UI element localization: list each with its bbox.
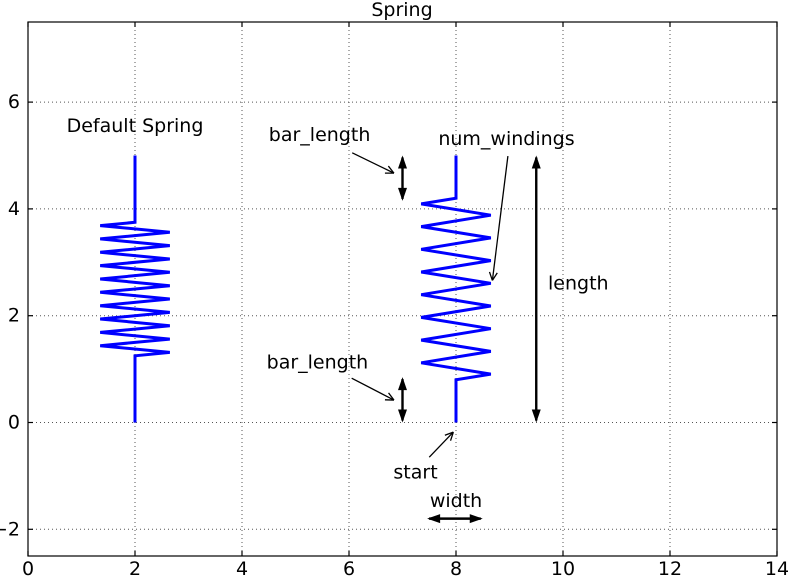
annotation-label-default-spring: Default Spring [67,115,204,137]
annotated-spring [420,155,492,423]
length-dim-head [531,155,541,169]
length-dim-head [531,409,541,423]
x-tick-label: 12 [658,558,682,577]
width-dim-head [427,514,441,524]
annotation-label-length: length [548,273,609,295]
default-spring [100,155,170,423]
bar-length-bottom-pointer-head [388,392,395,401]
annotation-label-num-windings: num_windings [438,128,574,150]
bar-length-bottom-dim-head [398,409,407,423]
annotation-label-bar-length: bar_length [269,124,371,146]
num-windings-pointer-head [491,272,498,281]
width-dim-head [469,514,483,524]
y-tick-label: 0 [8,412,20,434]
start-pointer [428,431,454,458]
y-tick-label: −2 [0,518,20,540]
bar-length-bottom-dim-head [398,377,407,391]
y-tick-label: 4 [8,198,20,220]
x-tick-label: 0 [22,558,34,577]
axes-frame [27,21,778,557]
start-pointer-head [449,431,454,441]
x-tick-label: 8 [450,558,462,577]
y-tick-label: 6 [8,91,20,113]
annotation-label-width: width [430,490,482,512]
annotation-label-bar-length: bar_length [267,352,369,374]
x-tick-label: 6 [343,558,355,577]
bar-length-top-pointer-head [387,165,395,174]
num-windings-pointer [491,155,509,281]
bar-length-bottom-pointer [351,377,395,401]
bar-length-top-dim-head [398,155,407,169]
x-tick-label: 14 [765,558,788,577]
num-windings-pointer-head [488,271,493,281]
x-tick-label: 2 [129,558,141,577]
x-tick-label: 4 [236,558,248,577]
plot-title: Spring [371,0,432,21]
x-tick-label: 10 [551,558,575,577]
y-tick-label: 2 [8,305,20,327]
bar-length-top-dim-head [398,187,407,201]
bar-length-top-pointer [351,152,395,174]
annotation-label-start: start [393,462,437,484]
start-pointer-head [444,431,454,436]
